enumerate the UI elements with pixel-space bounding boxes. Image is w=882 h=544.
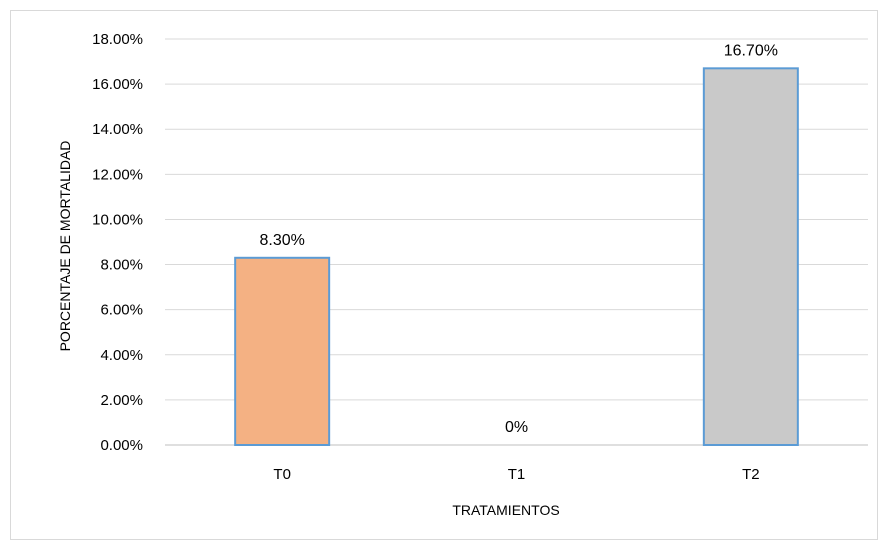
x-tick-label: T1 — [508, 466, 526, 483]
x-tick-label: T2 — [742, 466, 760, 483]
data-labels: 8.30% 0% 16.70% — [259, 42, 777, 436]
x-tick-labels: T0 T1 T2 — [273, 466, 759, 483]
y-tick-label: 6.00% — [100, 302, 143, 319]
data-label: 8.30% — [259, 232, 304, 249]
y-tick-label: 18.00% — [92, 31, 143, 48]
bars — [234, 67, 799, 446]
y-tick-labels: 0.00% 2.00% 4.00% 6.00% 8.00% 10.00% 12.00% 14.… — [92, 31, 143, 454]
data-label: 0% — [505, 419, 528, 436]
y-tick-label: 14.00% — [92, 121, 143, 138]
y-tick-label: 16.00% — [92, 76, 143, 93]
y-axis-title: PORCENTAJE DE MORTALIDAD — [57, 141, 73, 352]
y-tick-label: 4.00% — [100, 347, 143, 364]
data-label: 16.70% — [724, 42, 778, 59]
y-tick-label: 0.00% — [100, 437, 143, 454]
x-tick-label: T0 — [273, 466, 291, 483]
y-tick-label: 12.00% — [92, 166, 143, 183]
x-axis-title: TRATAMIENTOS — [452, 502, 559, 518]
bar-t2 — [702, 67, 799, 446]
bar-t0 — [234, 256, 331, 446]
y-tick-label: 10.00% — [92, 211, 143, 228]
y-tick-label: 2.00% — [100, 392, 143, 409]
y-tick-label: 8.00% — [100, 257, 143, 274]
